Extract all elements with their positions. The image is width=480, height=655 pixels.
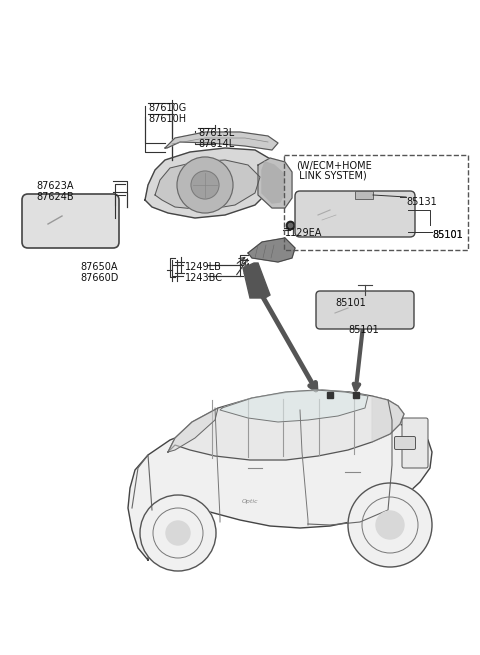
FancyBboxPatch shape (316, 291, 414, 329)
Text: (W/ECM+HOME: (W/ECM+HOME (296, 160, 372, 170)
Polygon shape (262, 162, 284, 203)
Polygon shape (155, 160, 260, 210)
Text: Optic: Optic (242, 500, 258, 504)
FancyBboxPatch shape (402, 418, 428, 468)
FancyBboxPatch shape (22, 194, 119, 248)
Circle shape (177, 157, 233, 213)
Polygon shape (168, 408, 218, 452)
Text: 1129EA: 1129EA (285, 228, 323, 238)
Polygon shape (128, 410, 432, 560)
Polygon shape (243, 263, 270, 298)
Text: 85101: 85101 (335, 298, 366, 308)
Bar (284, 155, 468, 250)
Bar (355, 191, 373, 199)
FancyBboxPatch shape (395, 436, 416, 449)
Text: 87610G: 87610G (148, 103, 186, 113)
Polygon shape (372, 396, 404, 442)
Polygon shape (165, 132, 278, 150)
Text: 1243BC: 1243BC (185, 273, 223, 283)
Polygon shape (168, 390, 404, 460)
Circle shape (348, 483, 432, 567)
Polygon shape (145, 148, 275, 218)
Circle shape (140, 495, 216, 571)
Circle shape (166, 521, 190, 545)
FancyBboxPatch shape (295, 191, 415, 237)
Text: 87613L: 87613L (198, 128, 234, 138)
Circle shape (376, 511, 404, 539)
Text: 87624B: 87624B (36, 192, 73, 202)
Circle shape (191, 171, 219, 199)
Text: 87614L: 87614L (198, 139, 234, 149)
Text: 85101: 85101 (432, 230, 463, 240)
Text: 1249LB: 1249LB (185, 262, 222, 272)
Polygon shape (248, 238, 295, 262)
Text: 87660D: 87660D (80, 273, 119, 283)
Text: 87650A: 87650A (80, 262, 118, 272)
Text: 87623A: 87623A (36, 181, 73, 191)
Text: LINK SYSTEM): LINK SYSTEM) (296, 171, 367, 181)
Text: 87610H: 87610H (148, 114, 186, 124)
Text: 85101: 85101 (432, 230, 463, 240)
Text: 85101: 85101 (348, 325, 379, 335)
Polygon shape (220, 390, 368, 422)
Polygon shape (258, 158, 292, 208)
Text: 85131: 85131 (406, 197, 437, 207)
